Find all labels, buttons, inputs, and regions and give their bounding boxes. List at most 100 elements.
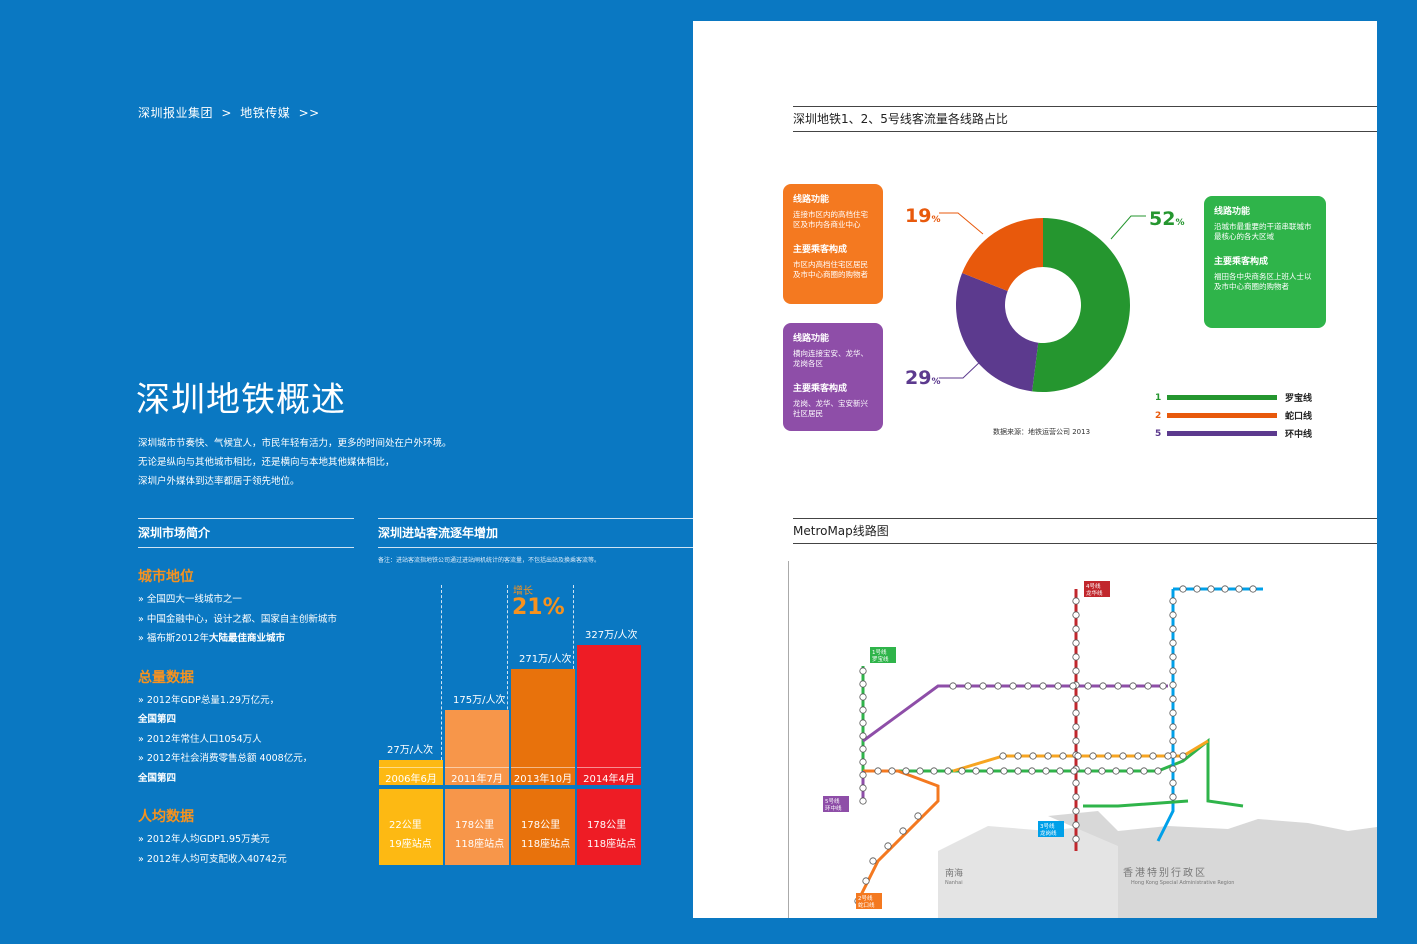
metro-station <box>1129 682 1137 690</box>
nanhai-area <box>938 826 1118 918</box>
metro-station <box>1193 585 1201 593</box>
donut-slice-环中线 <box>956 272 1039 392</box>
line-tag-text: 龙岗线 <box>1040 829 1057 837</box>
list-item: » 中国金融中心，设计之都、国家自主创新城市 <box>138 613 337 625</box>
metro-station <box>1028 767 1036 775</box>
metro-station <box>859 680 867 688</box>
metro-station <box>964 682 972 690</box>
rider-title: 主要乘客构成 <box>793 384 848 394</box>
metro-station <box>979 682 987 690</box>
metro-station <box>1169 765 1177 773</box>
metro-station <box>986 767 994 775</box>
line-tag-text: 5号线 <box>825 797 840 805</box>
city-position-title: 城市地位 <box>138 569 194 585</box>
metro-station <box>1072 793 1080 801</box>
metro-station <box>1099 682 1107 690</box>
gridline <box>441 585 442 765</box>
breadcrumb-more[interactable]: >> <box>298 106 320 120</box>
breadcrumb-group[interactable]: 深圳报业集团 <box>138 106 214 120</box>
metro-station <box>859 758 867 766</box>
metro-station <box>1126 767 1134 775</box>
list-item: » 福布斯2012年大陆最佳商业城市 <box>138 629 354 649</box>
right-panel: 深圳地铁1、2、5号线客流量各线路占比 线路功能 连接市区内的高档住宅区及市内各… <box>693 21 1377 918</box>
metro-station <box>1072 737 1080 745</box>
metro-station <box>1070 767 1078 775</box>
donut-slice-罗宝线 <box>1032 218 1131 393</box>
hk-area <box>1048 811 1377 918</box>
metro-station <box>1000 767 1008 775</box>
metro-station <box>914 812 922 820</box>
km-value: 178公里 <box>455 820 495 831</box>
legend-line-number: 5 <box>1155 428 1162 439</box>
metro-station <box>1144 682 1152 690</box>
leader-line <box>939 358 984 379</box>
metro-station <box>859 771 867 779</box>
pct-unit: % <box>931 215 941 225</box>
metro-station <box>859 706 867 714</box>
intro-line: 无论是纵向与其他城市相比，还是横向与本地其他媒体相比， <box>138 457 395 468</box>
list-item: » 2012年常住人口1054万人 <box>138 733 262 745</box>
legend-swatch <box>1167 395 1277 400</box>
traffic-bar <box>379 760 443 785</box>
rider-desc: 龙岗、龙华、宝安新兴社区居民 <box>793 399 868 418</box>
metro-station <box>1072 611 1080 619</box>
metro-station <box>884 842 892 850</box>
line-tag-text: 2号线 <box>858 894 873 902</box>
line1-east-track <box>1083 799 1189 808</box>
line-tag <box>870 647 896 663</box>
hk-en-label: Hong Kong Special Administrative Region <box>1131 880 1234 886</box>
list-item-rank: 全国第四 <box>138 769 354 789</box>
traffic-heading: 深圳进站客流逐年增加 <box>378 518 693 548</box>
intro-line: 深圳城市节奏快、气候宜人，市民年轻有活力，更多的时间处在户外环境。 <box>138 438 452 449</box>
pct-label-line5: 29% <box>905 367 940 389</box>
legend-line-number: 1 <box>1155 392 1162 403</box>
share-heading: 深圳地铁1、2、5号线客流量各线路占比 <box>793 106 1377 132</box>
rider-desc: 市区内高档住宅区居民及市中心商圈的购物者 <box>793 260 868 279</box>
info-box-line2: 线路功能 连接市区内的高档住宅区及市内各商业中心 主要乘客构成 市区内高档住宅区… <box>783 184 883 304</box>
line-tag <box>856 893 882 909</box>
pct-value: 19 <box>905 205 932 227</box>
metro-station <box>1235 585 1243 593</box>
line5-track <box>862 684 1168 743</box>
breadcrumb-current[interactable]: 地铁传媒 <box>240 106 291 120</box>
metro-station <box>1054 682 1062 690</box>
line3-track <box>1156 589 1175 842</box>
func-desc: 连接市区内的高档住宅区及市内各商业中心 <box>793 210 868 229</box>
list-item-text: » 福布斯2012年 <box>138 633 210 644</box>
metro-station <box>1072 597 1080 605</box>
metro-station <box>1134 752 1142 760</box>
metro-station <box>1069 682 1077 690</box>
km-value: 178公里 <box>587 820 627 831</box>
list-item: » 2012年人均可支配收入40742元 <box>138 853 287 865</box>
metro-station <box>1169 611 1177 619</box>
rank-text: 全国第四 <box>138 772 177 784</box>
traffic-bar <box>511 668 575 785</box>
metro-station <box>949 682 957 690</box>
line-tag-text: 1号线 <box>872 648 887 656</box>
metro-station <box>1074 752 1082 760</box>
hk-label: 香港特别行政区 <box>1123 866 1207 879</box>
pct-unit: % <box>931 377 941 387</box>
metro-map: 南海 Nanhai 香港特别行政区 Hong Kong Special Admi… <box>788 561 1377 918</box>
line-tag-text: 4号线 <box>1086 582 1101 590</box>
gridline <box>507 585 508 765</box>
bar-stats-cell: 22公里 19座站点 <box>379 789 443 865</box>
metro-station <box>1207 585 1215 593</box>
pct-label-line1: 52% <box>1149 208 1184 230</box>
metro-station <box>1169 625 1177 633</box>
bar-value-label: 271万/人次 <box>519 653 572 665</box>
traffic-note: 备注：进站客流指地铁公司通过进站闸机统计的客流量，不包括出站及换乘客流等。 <box>378 557 601 564</box>
metro-station <box>1014 767 1022 775</box>
metro-station <box>1169 639 1177 647</box>
metro-station <box>1169 793 1177 801</box>
metro-station <box>1072 807 1080 815</box>
legend-line-number: 2 <box>1155 410 1162 421</box>
intro-paragraph: 深圳城市节奏快、气候宜人，市民年轻有活力，更多的时间处在户外环境。 无论是纵向与… <box>138 434 558 491</box>
metro-station <box>862 877 870 885</box>
metro-station <box>1009 682 1017 690</box>
metro-station <box>859 784 867 792</box>
list-item: » 2012年社会消费零售总额 4008亿元， <box>138 753 313 764</box>
metro-station <box>1072 779 1080 787</box>
metro-heading: MetroMap线路图 <box>793 518 1377 544</box>
metro-station <box>1072 639 1080 647</box>
